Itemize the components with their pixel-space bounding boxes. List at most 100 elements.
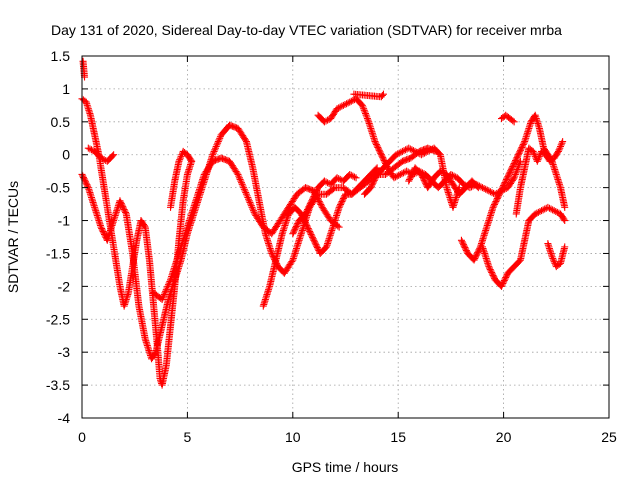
data-point: [372, 173, 380, 181]
data-point: [506, 168, 514, 176]
data-point: [79, 173, 87, 181]
series-arc-14: [79, 57, 89, 81]
data-point: [370, 176, 378, 184]
data-point: [367, 182, 375, 190]
data-point: [519, 142, 527, 150]
data-point: [140, 222, 148, 230]
data-point: [294, 219, 302, 227]
data-point: [235, 174, 243, 182]
data-point: [379, 154, 387, 162]
data-point: [306, 228, 314, 236]
data-point: [117, 200, 125, 208]
data-point: [347, 171, 355, 179]
data-point: [308, 197, 316, 205]
data-point: [358, 101, 366, 109]
data-point: [311, 238, 319, 246]
data-point: [489, 271, 497, 279]
data-point: [462, 245, 470, 253]
series-arc-16: [405, 164, 482, 198]
data-point: [500, 180, 508, 188]
data-point: [378, 152, 386, 160]
data-point: [350, 173, 358, 181]
y-tick-label: 0.5: [51, 114, 71, 130]
data-point: [534, 156, 542, 164]
data-point: [549, 256, 557, 264]
data-point: [99, 228, 107, 236]
data-point: [375, 146, 383, 154]
data-point: [245, 197, 253, 205]
data-point: [210, 147, 218, 155]
series-arc-11: [497, 111, 518, 126]
y-tick-label: -2.5: [46, 311, 70, 327]
data-point: [313, 187, 321, 195]
data-point: [291, 225, 299, 233]
data-point: [97, 154, 105, 162]
data-point: [336, 202, 344, 210]
data-point: [187, 156, 195, 164]
data-point: [396, 170, 404, 178]
data-point: [312, 241, 320, 249]
data-point: [290, 228, 298, 236]
data-point: [371, 175, 379, 183]
series-arc-12: [512, 138, 567, 218]
y-tick-label: -2: [58, 278, 71, 294]
data-point: [395, 171, 403, 179]
data-point: [335, 175, 343, 183]
axis-ticks: 0 5 10 15 20 25 -4 -3.5 -3 -2.5 -2 -1.5 -1 -0.5 0 0.5 1 1…: [46, 48, 617, 445]
x-tick-label: 20: [496, 429, 512, 445]
data-point: [304, 204, 312, 212]
data-point: [302, 209, 310, 217]
data-point: [550, 258, 558, 266]
data-point: [352, 174, 360, 182]
data-point: [315, 197, 323, 205]
data-point: [320, 177, 328, 185]
data-point: [311, 191, 319, 199]
data-point: [450, 172, 458, 180]
data-point: [308, 195, 316, 203]
data-point: [372, 139, 380, 147]
data-point: [515, 149, 523, 157]
data-point: [339, 196, 347, 204]
data-point: [164, 281, 172, 289]
data-point: [408, 170, 416, 178]
data-point: [531, 210, 539, 218]
data-point: [561, 203, 569, 211]
data-point: [98, 225, 106, 233]
data-point: [544, 203, 552, 211]
data-point: [86, 145, 94, 153]
data-point: [320, 118, 328, 126]
data-point: [242, 190, 250, 198]
data-point: [310, 236, 318, 244]
data-point: [487, 267, 495, 275]
data-point: [177, 152, 185, 160]
data-point: [364, 116, 372, 124]
data-point: [489, 203, 497, 211]
data-point: [301, 210, 309, 218]
data-point: [533, 209, 541, 217]
data-point: [100, 230, 108, 238]
data-point: [322, 178, 330, 186]
data-point: [497, 186, 505, 194]
data-point: [473, 183, 481, 191]
series-arc-4: [84, 144, 118, 165]
series-arc-17: [289, 170, 360, 238]
data-point: [213, 141, 221, 149]
series-arc-8: [360, 144, 463, 211]
data-point: [176, 156, 184, 164]
y-tick-label: -3.5: [46, 377, 70, 393]
data-point: [413, 148, 421, 156]
data-point: [471, 255, 479, 263]
data-point: [559, 138, 567, 146]
data-point: [512, 155, 520, 163]
data-point: [237, 177, 245, 185]
x-tick-label: 15: [390, 429, 406, 445]
data-point: [549, 206, 557, 214]
data-point: [471, 253, 479, 261]
data-point: [380, 157, 388, 165]
data-point: [474, 184, 482, 192]
data-point: [498, 184, 506, 192]
data-point: [457, 236, 465, 244]
data-point: [520, 139, 528, 147]
data-point: [491, 199, 499, 207]
data-point: [408, 171, 416, 179]
